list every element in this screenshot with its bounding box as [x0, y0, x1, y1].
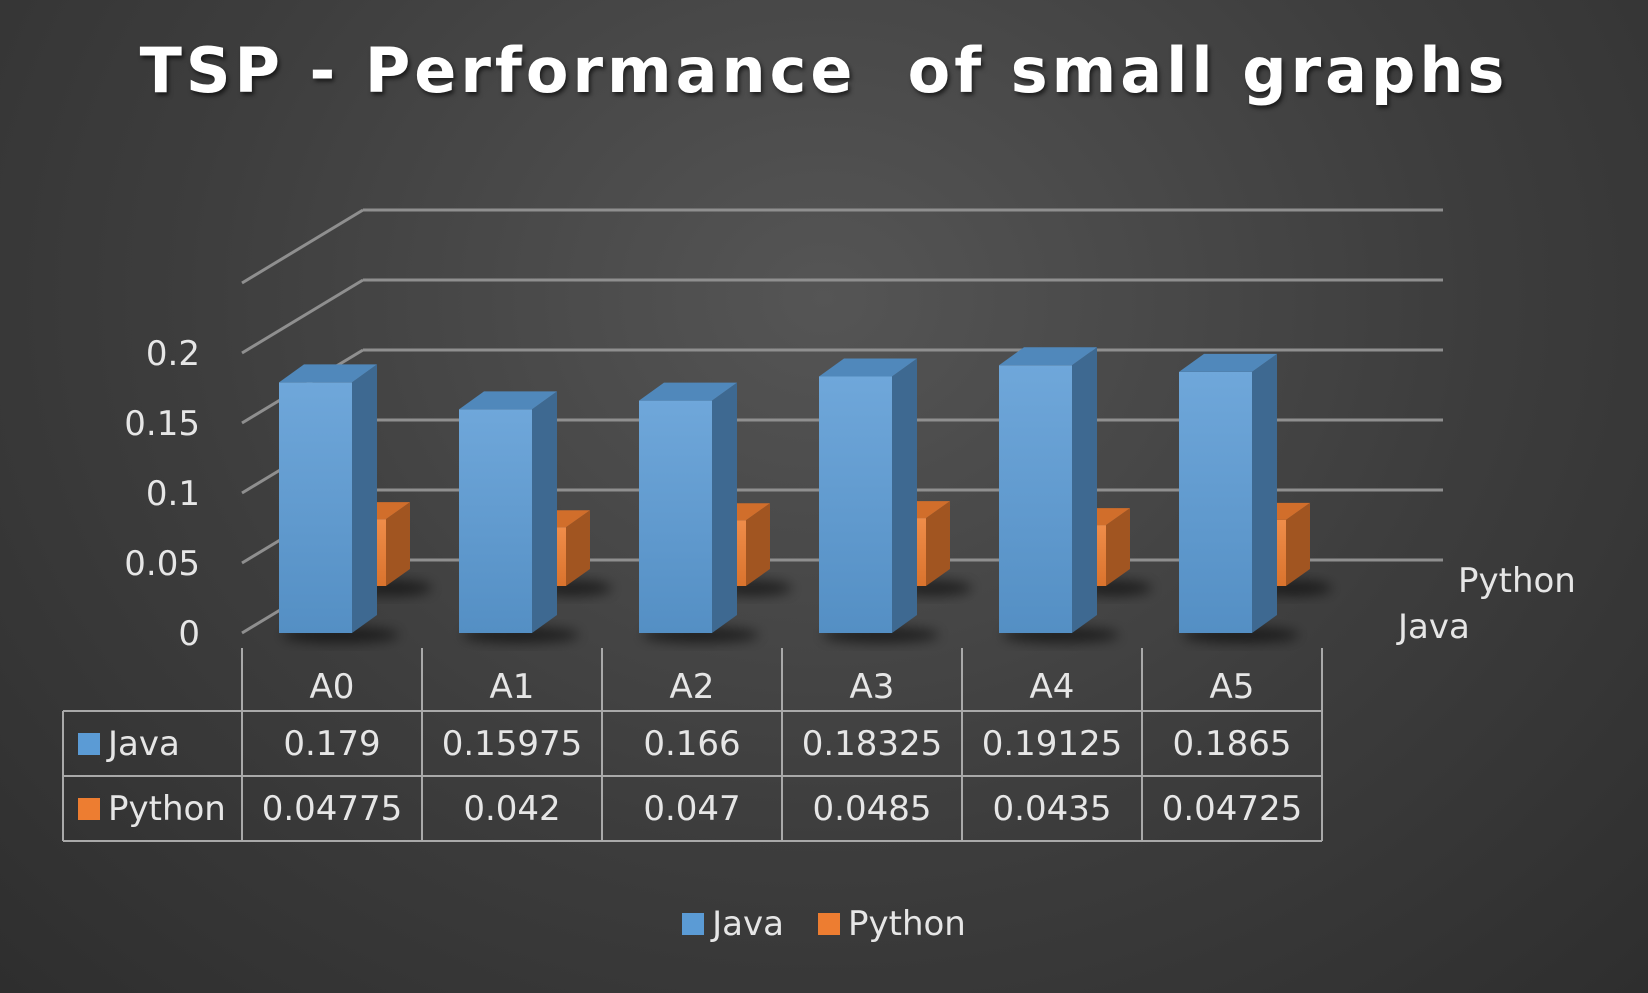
depth-label-python: Python [1458, 561, 1576, 601]
table-cell: 0.18325 [802, 724, 943, 764]
bar-side-face [1072, 347, 1097, 633]
bar-java [999, 347, 1119, 643]
table-cell: 0.19125 [982, 724, 1123, 764]
bar-top-face [999, 347, 1097, 366]
chart-title: TSP - Performance of small graphs [139, 34, 1509, 107]
y-tick-label: 0 [178, 614, 200, 654]
legend-label-python: Python [847, 904, 966, 944]
bar-side-face [1106, 508, 1130, 586]
bar-side-face [386, 502, 410, 586]
bar-java [459, 391, 579, 643]
legend-swatch-python [817, 913, 840, 935]
y-tick-label: 0.05 [124, 544, 200, 584]
table-cell: 0.04725 [1162, 789, 1303, 829]
bar-java [819, 358, 939, 643]
x-tick-label: A3 [850, 667, 895, 707]
table-cell: 0.1865 [1173, 724, 1292, 764]
table-cell: 0.15975 [442, 724, 583, 764]
bar-side-face [1252, 353, 1277, 633]
table-cell: 0.047 [643, 789, 740, 829]
bar-front-face [999, 365, 1072, 633]
table-cell: 0.0435 [993, 789, 1112, 829]
legend-item-python: Python [817, 904, 966, 944]
bar-top-face [459, 391, 557, 410]
bar-side-face [352, 364, 377, 633]
bar-front-face [459, 409, 532, 633]
bar-side-face [712, 382, 737, 633]
bar-front-face [639, 400, 712, 633]
table-cell: 0.166 [643, 724, 740, 764]
bar-top-face [639, 382, 737, 401]
bar-side-face [892, 358, 917, 633]
x-tick-label: A5 [1210, 667, 1255, 707]
x-tick-label: A2 [670, 667, 715, 707]
legend-swatch-java [682, 913, 705, 935]
legend: Java Python [0, 904, 1648, 944]
legend-label-java: Java [712, 904, 784, 944]
table-row-label: Java [106, 724, 180, 764]
bar-front-face [819, 376, 892, 633]
side-gridline [241, 208, 364, 285]
x-tick-label: A4 [1030, 667, 1075, 707]
side-gridline [241, 278, 364, 355]
table-cell: 0.042 [463, 789, 560, 829]
depth-label-java: Java [1396, 607, 1470, 647]
y-tick-label: 0.1 [146, 474, 200, 514]
bar-java [279, 364, 399, 643]
x-tick-label: A1 [490, 667, 535, 707]
y-tick-label: 0.2 [146, 334, 200, 374]
table-cell: 0.04775 [262, 789, 403, 829]
table-row-label: Python [108, 789, 226, 829]
bar-top-face [279, 364, 377, 383]
bar-side-face [926, 501, 950, 586]
bar-side-face [532, 391, 557, 633]
bar-java [639, 382, 759, 643]
bar-front-face [279, 382, 352, 633]
table-cell: 0.179 [283, 724, 380, 764]
bar-java [1179, 353, 1299, 643]
bar-side-face [746, 503, 770, 586]
bar-side-face [1286, 502, 1310, 586]
bar-side-face [566, 510, 590, 586]
bar-front-face [1179, 371, 1252, 633]
table-legend-key [78, 733, 100, 755]
bar-top-face [819, 358, 917, 377]
legend-item-java: Java [682, 904, 784, 944]
x-tick-label: A0 [310, 667, 355, 707]
bar-top-face [1179, 353, 1277, 372]
y-tick-label: 0.15 [124, 404, 200, 444]
table-cell: 0.0485 [813, 789, 932, 829]
table-legend-key [78, 798, 100, 820]
